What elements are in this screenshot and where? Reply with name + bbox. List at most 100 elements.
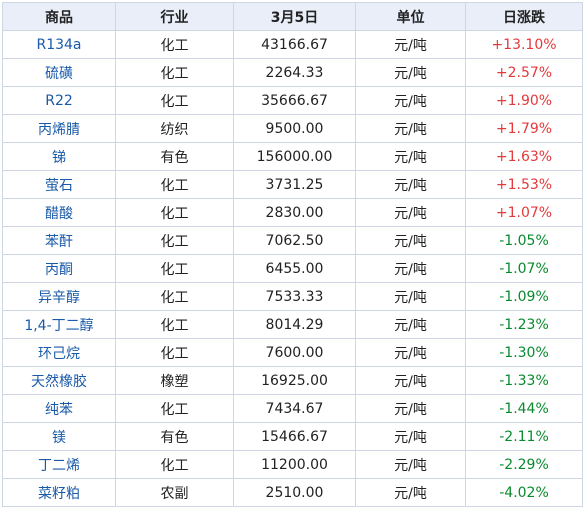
unit-cell: 元/吨 [355,282,466,311]
unit-cell: 元/吨 [355,366,466,395]
price-cell: 7434.67 [233,394,356,423]
commodity-name-link[interactable]: R134a [2,30,116,59]
price-cell: 35666.67 [233,86,356,115]
table-row: 苯酐 化工 7062.50 元/吨 -1.05% [2,226,583,255]
table-row: 锑有色 156000.00 元/吨 +1.63% [2,142,583,171]
price-cell: 2264.33 [233,58,356,87]
unit-cell: 元/吨 [355,450,466,479]
commodity-name-link[interactable]: 天然橡胶 [2,366,116,395]
unit-cell: 元/吨 [355,198,466,227]
industry-cell: 化工 [115,338,234,367]
table-row: R134a 化工 43166.67 元/吨 +13.10% [2,30,583,59]
change-cell: -1.23% [465,310,583,339]
unit-cell: 元/吨 [355,114,466,143]
table-row: 1,4-丁二醇 化工 8014.29 元/吨 -1.23% [2,310,583,339]
unit-cell: 元/吨 [355,170,466,199]
change-cell: -1.33% [465,366,583,395]
commodity-name-link[interactable]: 菜籽粕 [2,478,116,507]
change-cell: +1.53% [465,170,583,199]
price-cell: 8014.29 [233,310,356,339]
commodity-price-table: 商品 行业 3月5日 单位 日涨跌 R134a 化工 43166.67 元/吨 +13.… [2,2,583,507]
table-row: 萤石 化工 3731.25 元/吨 +1.53% [2,170,583,199]
table-body: R134a 化工 43166.67 元/吨 +13.10% 硫磺 化工 2264.33 元/吨 +… [2,30,583,507]
change-cell: -1.30% [465,338,583,367]
table-row: 天然橡胶 橡塑 16925.00 元/吨 -1.33% [2,366,583,395]
commodity-name-link[interactable]: 丁二烯 [2,450,116,479]
change-cell: -4.02% [465,478,583,507]
price-cell: 7600.00 [233,338,356,367]
industry-cell: 化工 [115,170,234,199]
price-cell: 15466.67 [233,422,356,451]
table-row: 异辛醇 化工 7533.33 元/吨 -1.09% [2,282,583,311]
change-cell: +13.10% [465,30,583,59]
industry-cell: 橡塑 [115,366,234,395]
price-cell: 6455.00 [233,254,356,283]
commodity-name-link[interactable]: 异辛醇 [2,282,116,311]
commodity-name-link[interactable]: R22 [2,86,116,115]
commodity-name-link[interactable]: 锑 [2,142,116,171]
commodity-name-link[interactable]: 纯苯 [2,394,116,423]
change-cell: -1.05% [465,226,583,255]
header-industry[interactable]: 行业 [115,2,234,31]
price-cell: 3731.25 [233,170,356,199]
table-row: 纯苯 化工 7434.67 元/吨 -1.44% [2,394,583,423]
industry-cell: 化工 [115,226,234,255]
unit-cell: 元/吨 [355,30,466,59]
commodity-name-link[interactable]: 硫磺 [2,58,116,87]
unit-cell: 元/吨 [355,226,466,255]
commodity-name-link[interactable]: 1,4-丁二醇 [2,310,116,339]
change-cell: +1.63% [465,142,583,171]
industry-cell: 化工 [115,450,234,479]
table-row: R22 化工 35666.67 元/吨 +1.90% [2,86,583,115]
unit-cell: 元/吨 [355,86,466,115]
price-cell: 2510.00 [233,478,356,507]
table-row: 镁有色 15466.67 元/吨 -2.11% [2,422,583,451]
table-row: 醋酸 化工 2830.00 元/吨 +1.07% [2,198,583,227]
industry-cell: 化工 [115,394,234,423]
table-row: 环己烷 化工 7600.00 元/吨 -1.30% [2,338,583,367]
change-cell: +1.90% [465,86,583,115]
industry-cell: 化工 [115,198,234,227]
price-cell: 9500.00 [233,114,356,143]
commodity-price-table-container: 商品 行业 3月5日 单位 日涨跌 R134a 化工 43166.67 元/吨 +13.… [2,2,583,507]
unit-cell: 元/吨 [355,338,466,367]
table-row: 硫磺 化工 2264.33 元/吨 +2.57% [2,58,583,87]
change-cell: +1.79% [465,114,583,143]
commodity-name-link[interactable]: 丙烯腈 [2,114,116,143]
commodity-name-link[interactable]: 环己烷 [2,338,116,367]
industry-cell: 化工 [115,282,234,311]
unit-cell: 元/吨 [355,422,466,451]
price-cell: 156000.00 [233,142,356,171]
table-row: 丙酮 化工 6455.00 元/吨 -1.07% [2,254,583,283]
industry-cell: 农副 [115,478,234,507]
table-row: 丁二烯 化工 11200.00 元/吨 -2.29% [2,450,583,479]
industry-cell: 化工 [115,58,234,87]
change-cell: +2.57% [465,58,583,87]
unit-cell: 元/吨 [355,142,466,171]
price-cell: 11200.00 [233,450,356,479]
change-cell: -2.11% [465,422,583,451]
header-name[interactable]: 商品 [2,2,116,31]
price-cell: 7062.50 [233,226,356,255]
commodity-name-link[interactable]: 镁 [2,422,116,451]
change-cell: -1.07% [465,254,583,283]
header-unit[interactable]: 单位 [355,2,466,31]
industry-cell: 化工 [115,86,234,115]
price-cell: 43166.67 [233,30,356,59]
table-row: 丙烯腈 纺织 9500.00 元/吨 +1.79% [2,114,583,143]
header-change[interactable]: 日涨跌 [465,2,583,31]
unit-cell: 元/吨 [355,310,466,339]
commodity-name-link[interactable]: 萤石 [2,170,116,199]
change-cell: -2.29% [465,450,583,479]
commodity-name-link[interactable]: 丙酮 [2,254,116,283]
unit-cell: 元/吨 [355,394,466,423]
header-date[interactable]: 3月5日 [233,2,356,31]
commodity-name-link[interactable]: 醋酸 [2,198,116,227]
commodity-name-link[interactable]: 苯酐 [2,226,116,255]
industry-cell: 化工 [115,30,234,59]
industry-cell: 纺织 [115,114,234,143]
price-cell: 7533.33 [233,282,356,311]
table-row: 菜籽粕 农副 2510.00 元/吨 -4.02% [2,478,583,507]
unit-cell: 元/吨 [355,254,466,283]
header-row: 商品 行业 3月5日 单位 日涨跌 [2,2,583,31]
